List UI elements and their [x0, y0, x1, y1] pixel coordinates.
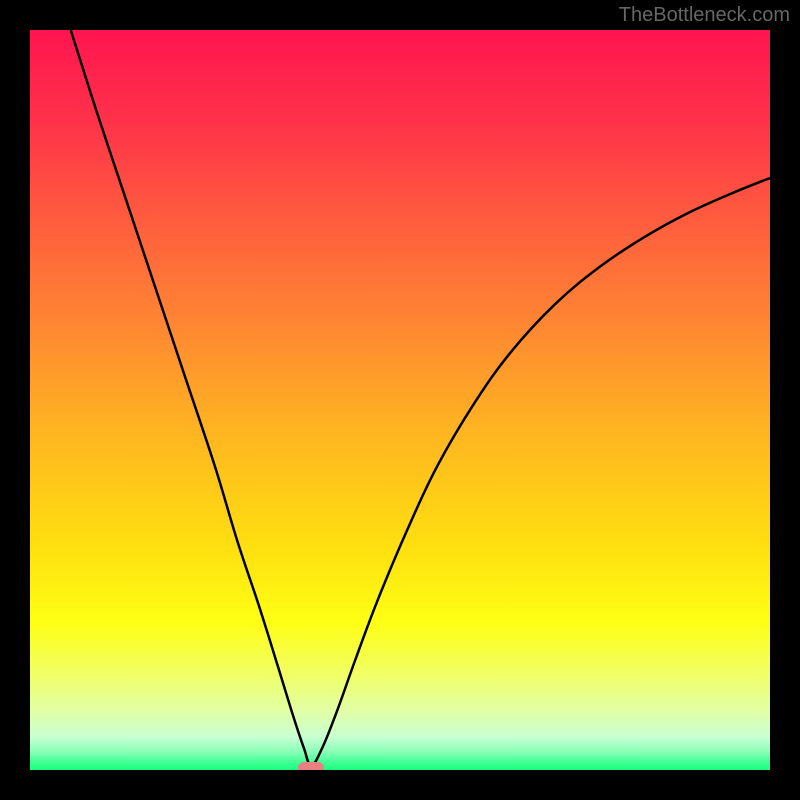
optimum-marker — [298, 762, 324, 770]
bottleneck-curve-svg — [30, 30, 770, 770]
bottleneck-curve-path — [71, 30, 770, 766]
plot-area — [30, 30, 770, 770]
watermark-text: TheBottleneck.com — [619, 4, 790, 27]
